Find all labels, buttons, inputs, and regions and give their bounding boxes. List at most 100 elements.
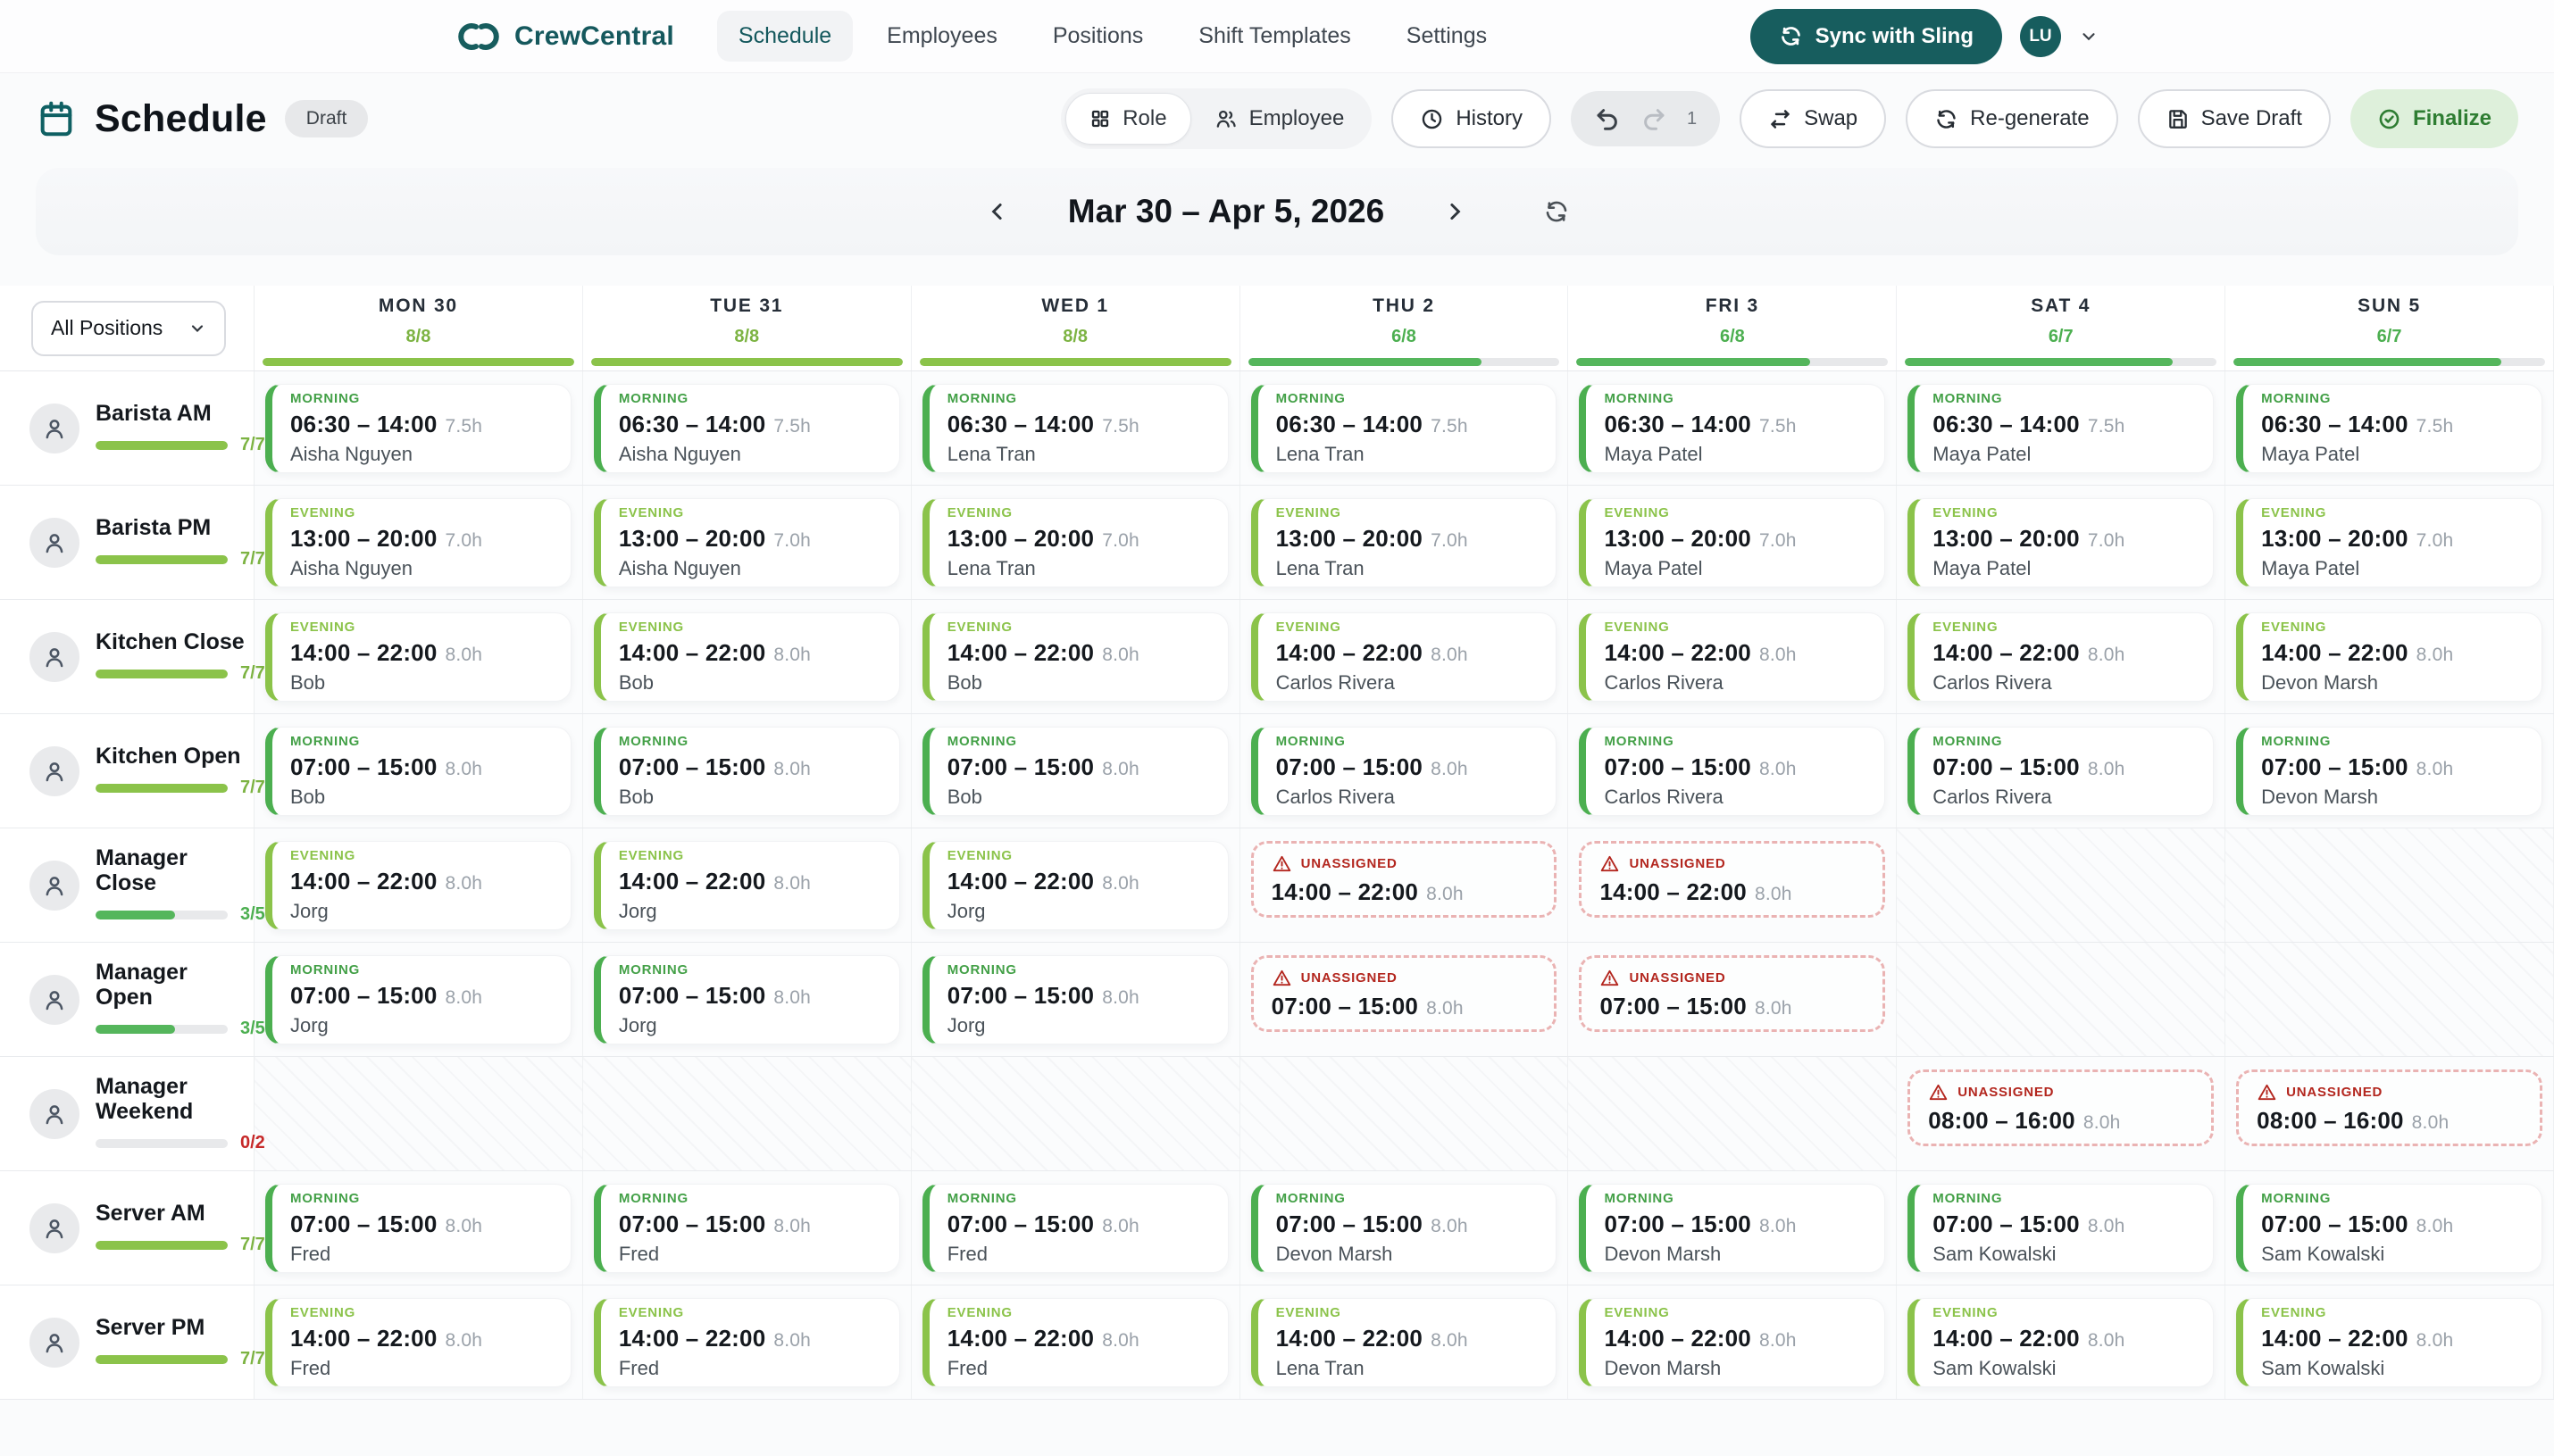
schedule-cell[interactable]: EVENING13:00 – 20:007.0hMaya Patel [1568,486,1897,599]
shift-card[interactable]: MORNING06:30 – 14:007.5hMaya Patel [1907,384,2214,473]
shift-card[interactable]: EVENING13:00 – 20:007.0hLena Tran [1251,498,1557,587]
shift-card[interactable]: MORNING06:30 – 14:007.5hLena Tran [1251,384,1557,473]
schedule-cell[interactable]: MORNING07:00 – 15:008.0hJorg [583,943,912,1056]
history-button[interactable]: History [1391,89,1551,148]
schedule-cell[interactable]: MORNING06:30 – 14:007.5hMaya Patel [2225,371,2554,485]
next-week-button[interactable] [1434,191,1475,232]
shift-card[interactable]: EVENING14:00 – 22:008.0hCarlos Rivera [1907,612,2214,702]
regenerate-button[interactable]: Re-generate [1906,89,2117,148]
schedule-cell[interactable]: MORNING06:30 – 14:007.5hAisha Nguyen [255,371,583,485]
swap-button[interactable]: Swap [1740,89,1886,148]
view-toggle-role[interactable]: Role [1065,93,1190,145]
schedule-cell[interactable]: EVENING14:00 – 22:008.0hLena Tran [1240,1285,1569,1399]
shift-card[interactable]: EVENING14:00 – 22:008.0hSam Kowalski [1907,1298,2214,1387]
schedule-cell[interactable]: MORNING06:30 – 14:007.5hMaya Patel [1568,371,1897,485]
schedule-cell[interactable]: EVENING13:00 – 20:007.0hMaya Patel [1897,486,2225,599]
nav-item-shift-templates[interactable]: Shift Templates [1177,11,1372,62]
schedule-cell[interactable]: EVENING14:00 – 22:008.0hJorg [912,828,1240,942]
shift-card[interactable]: MORNING07:00 – 15:008.0hBob [265,727,572,816]
shift-card[interactable]: EVENING13:00 – 20:007.0hAisha Nguyen [265,498,572,587]
schedule-cell[interactable]: EVENING14:00 – 22:008.0hBob [583,600,912,713]
shift-card[interactable]: MORNING07:00 – 15:008.0hCarlos Rivera [1579,727,1885,816]
schedule-cell[interactable]: MORNING07:00 – 15:008.0hJorg [255,943,583,1056]
finalize-button[interactable]: Finalize [2350,89,2518,148]
shift-card[interactable]: MORNING07:00 – 15:008.0hBob [922,727,1229,816]
shift-card[interactable]: EVENING14:00 – 22:008.0hFred [265,1298,572,1387]
schedule-cell[interactable]: MORNING06:30 – 14:007.5hMaya Patel [1897,371,2225,485]
nav-item-schedule[interactable]: Schedule [717,11,853,62]
redo-button[interactable] [1640,105,1667,132]
shift-card[interactable]: EVENING14:00 – 22:008.0hBob [594,612,900,702]
positions-filter[interactable]: All Positions [31,301,226,356]
shift-card[interactable]: MORNING06:30 – 14:007.5hAisha Nguyen [265,384,572,473]
schedule-cell[interactable]: UNASSIGNED14:00 – 22:008.0h [1568,828,1897,942]
schedule-cell[interactable] [255,1057,583,1170]
schedule-cell[interactable]: MORNING07:00 – 15:008.0hBob [255,714,583,828]
schedule-cell[interactable] [583,1057,912,1170]
shift-card[interactable]: MORNING07:00 – 15:008.0hFred [922,1184,1229,1273]
schedule-cell[interactable]: MORNING07:00 – 15:008.0hJorg [912,943,1240,1056]
schedule-cell[interactable]: UNASSIGNED07:00 – 15:008.0h [1240,943,1569,1056]
schedule-cell[interactable]: EVENING14:00 – 22:008.0hSam Kowalski [2225,1285,2554,1399]
shift-card[interactable]: EVENING14:00 – 22:008.0hJorg [265,841,572,930]
refresh-week-icon[interactable] [1536,191,1577,232]
schedule-cell[interactable] [2225,943,2554,1056]
shift-card[interactable]: EVENING14:00 – 22:008.0hCarlos Rivera [1579,612,1885,702]
schedule-cell[interactable]: EVENING14:00 – 22:008.0hSam Kowalski [1897,1285,2225,1399]
nav-item-employees[interactable]: Employees [865,11,1019,62]
shift-card[interactable]: MORNING07:00 – 15:008.0hCarlos Rivera [1907,727,2214,816]
shift-card[interactable]: EVENING13:00 – 20:007.0hAisha Nguyen [594,498,900,587]
schedule-cell[interactable]: MORNING07:00 – 15:008.0hSam Kowalski [2225,1171,2554,1285]
schedule-cell[interactable] [912,1057,1240,1170]
schedule-cell[interactable]: EVENING14:00 – 22:008.0hFred [583,1285,912,1399]
schedule-cell[interactable]: EVENING13:00 – 20:007.0hAisha Nguyen [255,486,583,599]
shift-card[interactable]: EVENING14:00 – 22:008.0hCarlos Rivera [1251,612,1557,702]
shift-card[interactable]: EVENING13:00 – 20:007.0hMaya Patel [1579,498,1885,587]
shift-card[interactable]: MORNING07:00 – 15:008.0hBob [594,727,900,816]
undo-button[interactable] [1594,105,1621,132]
shift-card[interactable]: MORNING06:30 – 14:007.5hMaya Patel [2236,384,2542,473]
nav-item-positions[interactable]: Positions [1031,11,1164,62]
schedule-cell[interactable]: MORNING07:00 – 15:008.0hCarlos Rivera [1897,714,2225,828]
schedule-cell[interactable]: EVENING14:00 – 22:008.0hFred [912,1285,1240,1399]
shift-card[interactable]: EVENING14:00 – 22:008.0hJorg [922,841,1229,930]
schedule-cell[interactable]: UNASSIGNED14:00 – 22:008.0h [1240,828,1569,942]
shift-card[interactable]: EVENING14:00 – 22:008.0hFred [922,1298,1229,1387]
schedule-cell[interactable]: EVENING14:00 – 22:008.0hBob [912,600,1240,713]
unassigned-shift-card[interactable]: UNASSIGNED14:00 – 22:008.0h [1579,841,1885,918]
view-toggle-employee[interactable]: Employee [1191,93,1368,145]
schedule-cell[interactable]: UNASSIGNED08:00 – 16:008.0h [2225,1057,2554,1170]
schedule-cell[interactable]: EVENING13:00 – 20:007.0hLena Tran [1240,486,1569,599]
schedule-cell[interactable]: UNASSIGNED08:00 – 16:008.0h [1897,1057,2225,1170]
schedule-cell[interactable]: EVENING14:00 – 22:008.0hBob [255,600,583,713]
schedule-cell[interactable]: EVENING14:00 – 22:008.0hJorg [583,828,912,942]
schedule-cell[interactable]: EVENING14:00 – 22:008.0hFred [255,1285,583,1399]
prev-week-button[interactable] [977,191,1018,232]
unassigned-shift-card[interactable]: UNASSIGNED07:00 – 15:008.0h [1251,955,1557,1032]
schedule-cell[interactable]: MORNING07:00 – 15:008.0hDevon Marsh [1568,1171,1897,1285]
shift-card[interactable]: EVENING14:00 – 22:008.0hBob [265,612,572,702]
shift-card[interactable]: MORNING07:00 – 15:008.0hDevon Marsh [2236,727,2542,816]
schedule-cell[interactable] [2225,828,2554,942]
shift-card[interactable]: EVENING14:00 – 22:008.0hFred [594,1298,900,1387]
shift-card[interactable]: MORNING07:00 – 15:008.0hJorg [594,955,900,1044]
unassigned-shift-card[interactable]: UNASSIGNED07:00 – 15:008.0h [1579,955,1885,1032]
schedule-cell[interactable]: EVENING13:00 – 20:007.0hMaya Patel [2225,486,2554,599]
shift-card[interactable]: MORNING06:30 – 14:007.5hLena Tran [922,384,1229,473]
shift-card[interactable]: MORNING07:00 – 15:008.0hFred [594,1184,900,1273]
shift-card[interactable]: MORNING07:00 – 15:008.0hSam Kowalski [2236,1184,2542,1273]
schedule-cell[interactable]: MORNING07:00 – 15:008.0hDevon Marsh [1240,1171,1569,1285]
unassigned-shift-card[interactable]: UNASSIGNED08:00 – 16:008.0h [2236,1069,2542,1146]
schedule-cell[interactable]: EVENING14:00 – 22:008.0hDevon Marsh [2225,600,2554,713]
shift-card[interactable]: MORNING06:30 – 14:007.5hAisha Nguyen [594,384,900,473]
schedule-cell[interactable] [1897,828,2225,942]
unassigned-shift-card[interactable]: UNASSIGNED14:00 – 22:008.0h [1251,841,1557,918]
shift-card[interactable]: EVENING14:00 – 22:008.0hJorg [594,841,900,930]
schedule-cell[interactable] [1897,943,2225,1056]
schedule-cell[interactable]: MORNING06:30 – 14:007.5hLena Tran [1240,371,1569,485]
shift-card[interactable]: MORNING07:00 – 15:008.0hFred [265,1184,572,1273]
shift-card[interactable]: EVENING14:00 – 22:008.0hBob [922,612,1229,702]
shift-card[interactable]: EVENING14:00 – 22:008.0hSam Kowalski [2236,1298,2542,1387]
schedule-cell[interactable]: MORNING07:00 – 15:008.0hBob [912,714,1240,828]
schedule-cell[interactable]: MORNING07:00 – 15:008.0hFred [583,1171,912,1285]
